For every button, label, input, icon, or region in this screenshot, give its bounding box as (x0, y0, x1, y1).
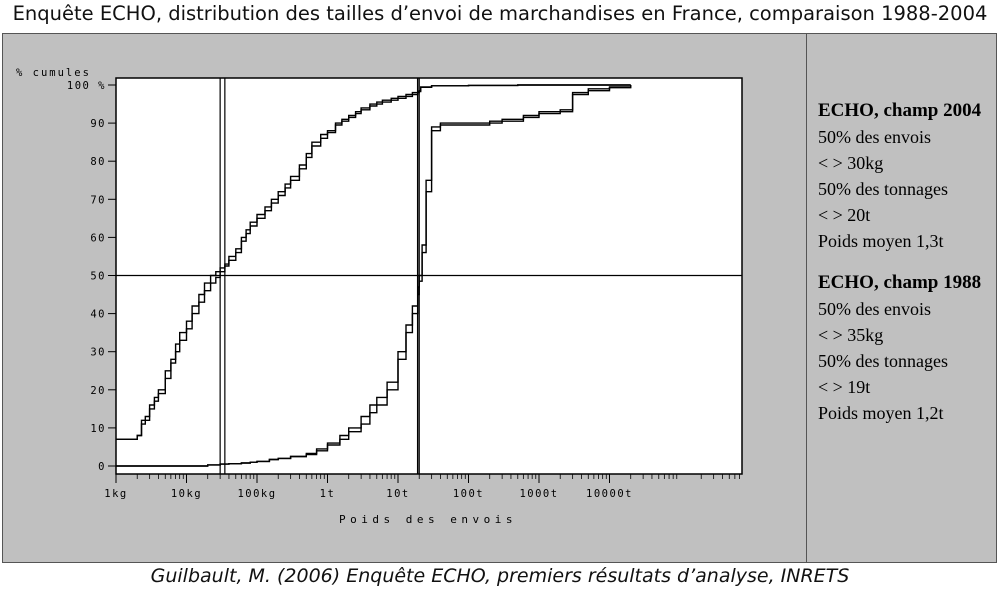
legend-title: ECHO, champ 1988 (818, 272, 982, 293)
y-tick-label: 50 (90, 271, 106, 283)
y-tick-label: 10 (90, 423, 106, 435)
y-tick-label: 80 (90, 156, 106, 168)
legend-block-2004: ECHO, champ 2004 50% des envois < > 30kg… (818, 98, 996, 254)
y-axis-label: % cumules (16, 67, 91, 79)
legend-line: Poids moyen 1,2t (818, 403, 944, 423)
y-tick-label: 20 (90, 385, 106, 397)
y-tick-label: 30 (90, 347, 106, 359)
page-title: Enquête ECHO, distribution des tailles d… (12, 2, 988, 25)
x-tick-label: 10000t (586, 488, 633, 500)
figure-divider (806, 33, 807, 563)
x-tick-label: 100t (453, 488, 484, 500)
x-tick-label: 10kg (171, 488, 202, 500)
reference-lines (116, 78, 742, 474)
y-tick-label: 60 (90, 232, 106, 244)
legend-line: < > 19t (818, 377, 871, 397)
series-line-4 (116, 85, 632, 467)
series-line-2 (116, 84, 631, 440)
y-tick-label: 0 (98, 461, 106, 473)
legend-line: Poids moyen 1,3t (818, 231, 944, 251)
source-caption: Guilbault, M. (2006) Enquête ECHO, premi… (150, 565, 850, 587)
x-tick-label: 1kg (104, 488, 127, 500)
y-tick-label: 70 (90, 194, 106, 206)
legend-line: 50% des tonnages (818, 351, 948, 371)
x-axis-label: Poids des envois (339, 513, 517, 526)
legend-line: 50% des tonnages (818, 179, 948, 199)
y-tick-label: 90 (90, 118, 106, 130)
legend-line: < > 20t (818, 205, 871, 225)
x-tick-label: 10t (386, 488, 409, 500)
series-lines (116, 84, 632, 467)
legend-block-1988: ECHO, champ 1988 50% des envois < > 35kg… (818, 270, 996, 426)
y-tick-label: 100 % (67, 80, 106, 92)
legend-panel: ECHO, champ 2004 50% des envois < > 30kg… (818, 98, 996, 442)
legend-line: < > 35kg (818, 325, 884, 345)
x-tick-label: 1000t (519, 488, 558, 500)
legend-line: 50% des envois (818, 127, 931, 147)
x-tick-label: 100kg (237, 488, 276, 500)
x-axis-ticks: 1kg 10kg 100kg 1t 10t 100t 1000t 10000t (104, 474, 740, 500)
legend-line: 50% des envois (818, 299, 931, 319)
x-tick-label: 1t (320, 488, 336, 500)
legend-title: ECHO, champ 2004 (818, 100, 982, 121)
y-axis-ticks: 0 10 20 30 40 50 60 70 80 90 100 % (67, 80, 116, 473)
legend-line: < > 30kg (818, 153, 884, 173)
y-tick-label: 40 (90, 309, 106, 321)
